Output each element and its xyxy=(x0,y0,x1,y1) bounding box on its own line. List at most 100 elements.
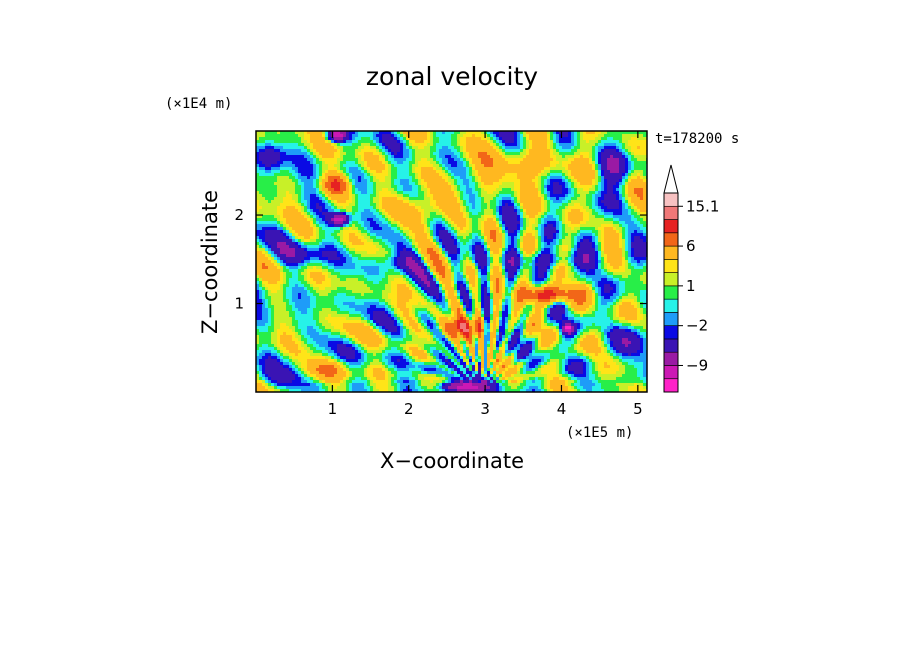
heatmap-cell xyxy=(469,326,473,330)
heatmap-cell xyxy=(316,323,323,327)
heatmap-cell xyxy=(619,311,638,315)
heatmap-cell xyxy=(334,134,344,138)
heatmap-cell xyxy=(445,314,452,318)
heatmap-cell xyxy=(373,197,380,201)
heatmap-cell xyxy=(406,326,410,330)
heatmap-cell xyxy=(265,230,281,234)
heatmap-cell xyxy=(418,257,422,261)
heatmap-cell xyxy=(421,176,443,180)
heatmap-cell xyxy=(256,290,260,294)
heatmap-cell xyxy=(541,182,545,186)
heatmap-cell xyxy=(385,215,389,219)
heatmap-cell xyxy=(436,308,440,312)
heatmap-cell xyxy=(484,242,488,246)
heatmap-cell xyxy=(472,188,476,192)
heatmap-cell xyxy=(355,197,359,201)
heatmap-cell xyxy=(604,242,620,246)
heatmap-cell xyxy=(604,338,608,342)
heatmap-cell xyxy=(331,140,335,144)
heatmap-cell xyxy=(565,209,572,213)
heatmap-cell xyxy=(367,179,371,183)
heatmap-cell xyxy=(337,179,344,183)
heatmap-cell xyxy=(526,260,533,264)
heatmap-cell xyxy=(592,236,596,240)
heatmap-cell xyxy=(520,266,524,270)
heatmap-cell xyxy=(463,275,467,279)
heatmap-cell xyxy=(373,179,380,183)
heatmap-cell xyxy=(307,263,323,267)
heatmap-cell xyxy=(412,257,419,261)
heatmap-cell xyxy=(565,212,569,216)
heatmap-cell xyxy=(601,239,605,243)
heatmap-cell xyxy=(493,197,497,201)
heatmap-cell xyxy=(310,203,317,207)
heatmap-cell xyxy=(439,245,443,249)
heatmap-cell xyxy=(562,320,572,324)
heatmap-cell xyxy=(430,200,437,204)
heatmap-cell xyxy=(436,239,440,243)
heatmap-cell xyxy=(280,203,299,207)
heatmap-cell xyxy=(463,197,470,201)
heatmap-cell xyxy=(463,344,467,348)
heatmap-cell xyxy=(403,185,413,189)
heatmap-cell xyxy=(409,173,416,177)
heatmap-cell xyxy=(640,341,644,345)
heatmap-cell xyxy=(262,344,269,348)
heatmap-cell xyxy=(610,290,617,294)
heatmap-cell xyxy=(457,332,461,336)
heatmap-cell xyxy=(487,293,491,297)
heatmap-cell xyxy=(505,272,509,276)
heatmap-cell xyxy=(466,185,470,189)
heatmap-cell xyxy=(535,308,542,312)
heatmap-cell xyxy=(343,248,347,252)
heatmap-cell xyxy=(478,260,488,264)
heatmap-cell xyxy=(505,221,521,225)
heatmap-cell xyxy=(505,266,518,270)
heatmap-cell xyxy=(412,179,419,183)
heatmap-cell xyxy=(442,161,449,165)
heatmap-cell xyxy=(625,167,629,171)
heatmap-cell xyxy=(403,230,410,234)
heatmap-cell xyxy=(379,146,383,150)
heatmap-cell xyxy=(436,278,440,282)
heatmap-cell xyxy=(622,296,638,300)
heatmap-cell xyxy=(283,269,290,273)
heatmap-cell xyxy=(595,314,608,318)
heatmap-cell xyxy=(283,284,290,288)
heatmap-cell xyxy=(454,314,458,318)
heatmap-cell xyxy=(256,299,263,303)
heatmap-cell xyxy=(496,353,503,357)
heatmap-cell xyxy=(325,206,332,210)
heatmap-cell xyxy=(574,254,578,258)
heatmap-cell xyxy=(289,314,296,318)
heatmap-cell xyxy=(559,266,566,270)
heatmap-cell xyxy=(472,326,476,330)
heatmap-cell xyxy=(490,299,494,303)
heatmap-cell xyxy=(628,179,632,183)
heatmap-cell xyxy=(502,239,506,243)
heatmap-cell xyxy=(358,200,371,204)
heatmap-cell xyxy=(643,266,648,270)
heatmap-cell xyxy=(274,263,278,267)
heatmap-cell xyxy=(634,167,647,171)
heatmap-cell xyxy=(556,269,566,273)
heatmap-cell xyxy=(265,167,272,171)
heatmap-cell xyxy=(379,143,383,147)
heatmap-cell xyxy=(571,269,575,273)
heatmap-cell xyxy=(547,194,551,198)
heatmap-cell xyxy=(433,140,440,144)
heatmap-cell xyxy=(430,329,440,333)
heatmap-cell xyxy=(280,221,284,225)
heatmap-cell xyxy=(472,299,476,303)
heatmap-cell xyxy=(607,338,611,342)
heatmap-cell xyxy=(628,344,641,348)
heatmap-cell xyxy=(304,263,308,267)
heatmap-cell xyxy=(358,344,362,348)
heatmap-cell xyxy=(370,143,377,147)
heatmap-cell xyxy=(370,233,377,237)
heatmap-cell xyxy=(499,290,503,294)
heatmap-cell xyxy=(517,134,521,138)
heatmap-cell xyxy=(328,170,338,174)
heatmap-cell xyxy=(508,245,515,249)
heatmap-cell xyxy=(343,254,350,258)
